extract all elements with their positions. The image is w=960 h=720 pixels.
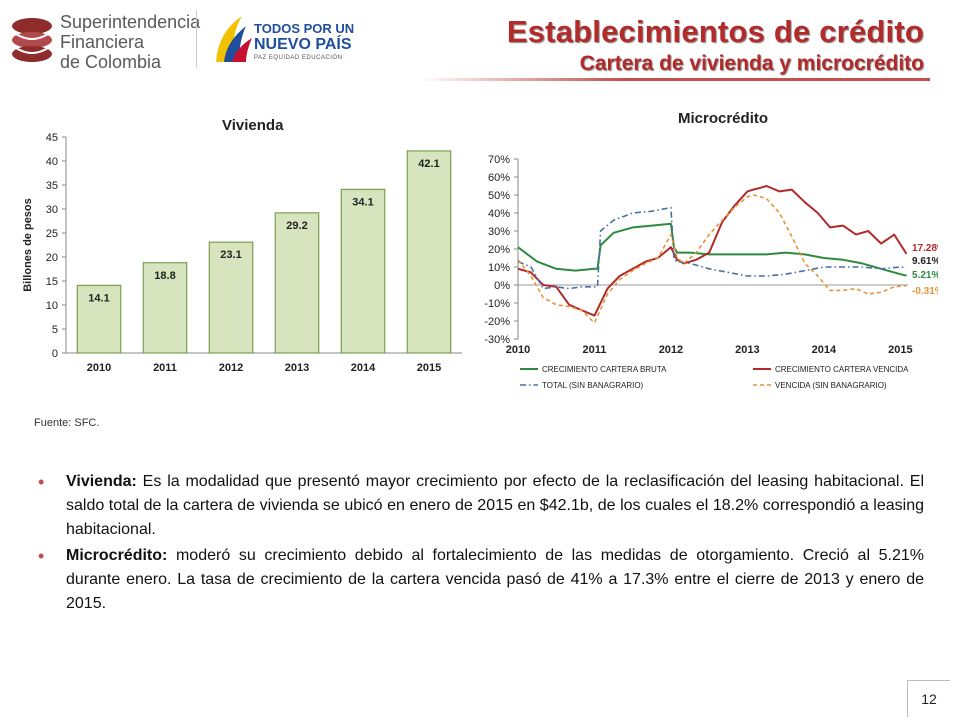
y-tick-label: 30 xyxy=(46,204,58,216)
bullet-term-microcredito: Microcrédito: xyxy=(66,547,168,564)
logo2-line-2: NUEVO PAÍS xyxy=(254,36,352,53)
x-tick-label: 2014 xyxy=(351,362,376,374)
page-number: 12 xyxy=(907,680,950,717)
y-tick-label: 70% xyxy=(488,154,510,166)
bullet-text-vivienda: Es la modalidad que presentó mayor creci… xyxy=(66,473,924,538)
x-tick-label: 2012 xyxy=(659,344,683,356)
y-axis-label: Billones de pesos xyxy=(22,198,34,292)
y-tick-label: -20% xyxy=(484,316,510,328)
y-tick-label: 20% xyxy=(488,244,510,256)
y-tick-label: 45 xyxy=(46,132,58,144)
y-tick-label: 40% xyxy=(488,208,510,220)
y-tick-label: 25 xyxy=(46,228,58,240)
bullet-marker: • xyxy=(38,546,45,566)
y-tick-label: 20 xyxy=(46,252,58,264)
x-tick-label: 2010 xyxy=(506,344,530,356)
vivienda-bar-chart: 0 5 10 15 20 25 30 35 40 45 Billones de pesos 14.1 2… xyxy=(22,132,462,374)
source-note: Fuente: SFC. xyxy=(34,417,100,429)
x-tick-label: 2011 xyxy=(153,362,177,374)
bullet-item-vivienda: • Vivienda: Es la modalidad que presentó… xyxy=(38,470,924,542)
y-tick-label: 60% xyxy=(488,172,510,184)
y-tick-label: 0 xyxy=(52,348,58,360)
series-line xyxy=(517,206,907,290)
sfc-logo-line-1: Superintendencia xyxy=(60,12,201,32)
todos-por-un-nuevo-pais-logo: TODOS POR UN NUEVO PAÍS PAZ EQUIDAD EDUC… xyxy=(212,12,372,70)
y-tick-label: 10% xyxy=(488,262,510,274)
data-label: 14.1 xyxy=(88,292,109,304)
vivienda-chart-title: Vivienda xyxy=(222,117,284,134)
y-tick-label: -10% xyxy=(484,298,510,310)
legend-label: CRECIMIENTO CARTERA VENCIDA xyxy=(775,365,909,374)
data-label: 23.1 xyxy=(220,249,241,261)
y-tick-label: 35 xyxy=(46,180,58,192)
sfc-logo-line-3: de Colombia xyxy=(60,52,162,72)
x-tick-label: 2011 xyxy=(583,344,607,356)
series-end-label: 17.28% xyxy=(912,243,938,254)
bar xyxy=(142,262,188,354)
header-rule xyxy=(420,78,930,81)
bar xyxy=(76,284,122,354)
x-tick-label: 2010 xyxy=(87,362,111,374)
page-subtitle: Cartera de vivienda y microcrédito xyxy=(579,52,924,75)
bar xyxy=(406,150,452,354)
y-tick-label: -30% xyxy=(484,334,510,346)
legend-label: TOTAL (SIN BANAGRARIO) xyxy=(542,381,644,390)
bullet-marker: • xyxy=(38,472,45,492)
sfc-logo: Superintendencia Financiera de Colombia xyxy=(10,12,200,72)
x-tick-label: 2014 xyxy=(812,344,837,356)
series-end-label: -0.31% xyxy=(912,286,938,297)
legend-label: CRECIMIENTO CARTERA BRUTA xyxy=(542,365,667,374)
bar xyxy=(274,212,320,354)
sfc-logo-emblem-icon xyxy=(12,18,52,62)
y-tick-label: 0% xyxy=(494,280,510,292)
x-tick-label: 2015 xyxy=(417,362,441,374)
data-label: 42.1 xyxy=(418,158,439,170)
x-tick-label: 2013 xyxy=(285,362,309,374)
y-tick-label: 10 xyxy=(46,300,58,312)
logo-divider xyxy=(196,10,197,68)
bar xyxy=(340,188,386,354)
bar xyxy=(208,241,254,354)
series-line xyxy=(517,194,907,324)
data-label: 29.2 xyxy=(286,220,307,232)
logo2-line-1: TODOS POR UN xyxy=(254,21,355,36)
bullet-text-microcredito: moderó su crecimiento debido al fortalec… xyxy=(66,547,924,612)
y-tick-label: 5 xyxy=(52,324,58,336)
logo2-line-3: PAZ EQUIDAD EDUCACIÓN xyxy=(254,55,343,61)
x-tick-label: 2013 xyxy=(735,344,759,356)
bullet-item-microcredito: • Microcrédito: moderó su crecimiento de… xyxy=(38,544,924,616)
x-tick-label: 2015 xyxy=(888,344,912,356)
series-line xyxy=(517,185,908,317)
y-tick-label: 15 xyxy=(46,276,58,288)
data-label: 34.1 xyxy=(352,196,373,208)
x-tick-label: 2012 xyxy=(219,362,243,374)
y-tick-label: 50% xyxy=(488,190,510,202)
microcredito-line-chart: -30% -20% -10% 0% 10% 20% 30% 40% 50% 60% 70% 2010 2… xyxy=(484,154,938,390)
legend-label: VENCIDA (SIN BANAGRARIO) xyxy=(775,381,887,390)
y-tick-label: 30% xyxy=(488,226,510,238)
bullet-term-vivienda: Vivienda: xyxy=(66,473,137,490)
bullet-list: • Vivienda: Es la modalidad que presentó… xyxy=(38,470,924,618)
colombia-wings-icon xyxy=(216,16,252,62)
y-tick-label: 40 xyxy=(46,156,58,168)
page-title: Establecimientos de crédito xyxy=(506,14,924,49)
series-line xyxy=(517,222,907,277)
data-label: 18.8 xyxy=(154,270,175,282)
series-end-label: 9.61% xyxy=(912,256,938,267)
sfc-logo-line-2: Financiera xyxy=(60,32,145,52)
microcredito-chart-title: Microcrédito xyxy=(678,110,769,127)
series-end-label: 5.21% xyxy=(912,270,938,281)
